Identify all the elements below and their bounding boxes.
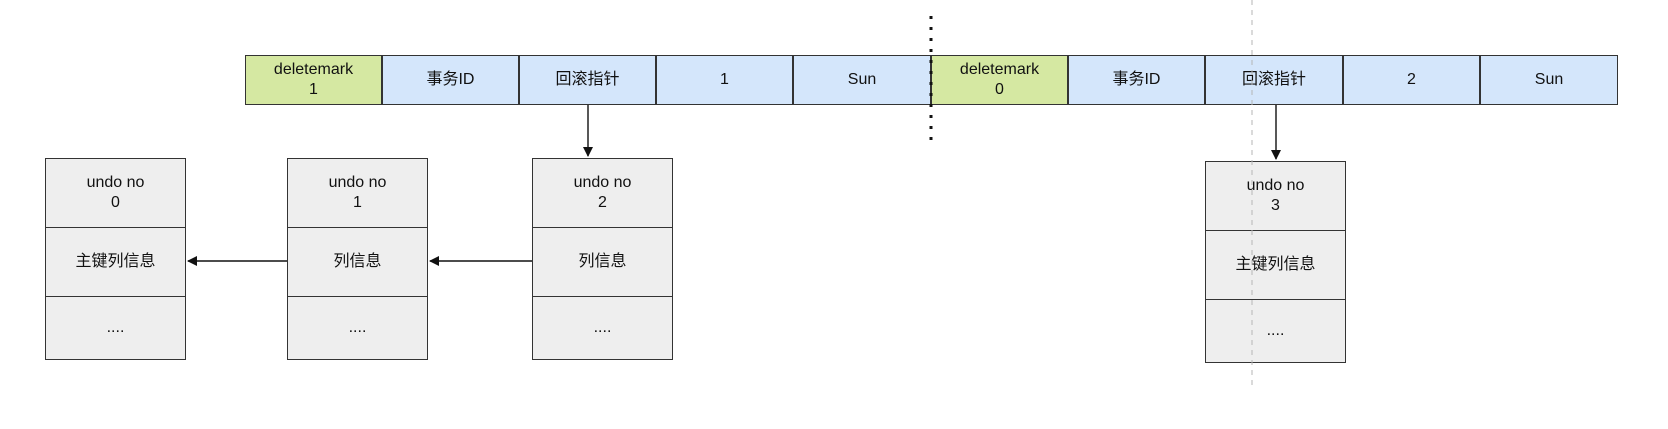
undo-info: 列信息 bbox=[288, 227, 427, 297]
undo-info: 列信息 bbox=[533, 227, 672, 297]
undo-info: 主键列信息 bbox=[1206, 230, 1345, 300]
right-name-value-cell: Sun bbox=[1480, 55, 1618, 105]
undo-log-3: undo no 3 主键列信息 .... bbox=[1205, 161, 1346, 363]
undo-more: .... bbox=[348, 318, 367, 336]
left-id-value-cell: 1 bbox=[656, 55, 793, 105]
left-name-value-cell: Sun bbox=[793, 55, 931, 105]
undo-more: .... bbox=[593, 318, 612, 336]
undo-header: undo no 3 bbox=[1206, 162, 1345, 231]
left-deletemark-cell: deletemark 1 bbox=[245, 55, 382, 105]
left-transaction-id-cell: 事务ID bbox=[382, 55, 519, 105]
undo-log-1: undo no 1 列信息 .... bbox=[287, 158, 428, 360]
right-id-value-cell: 2 bbox=[1343, 55, 1480, 105]
undo-log-0: undo no 0 主键列信息 .... bbox=[45, 158, 186, 360]
undo-more: .... bbox=[106, 318, 125, 336]
undo-info: 主键列信息 bbox=[46, 227, 185, 297]
right-rollback-pointer-cell: 回滚指针 bbox=[1205, 55, 1343, 105]
right-deletemark-cell: deletemark 0 bbox=[931, 55, 1068, 105]
undo-header: undo no 0 bbox=[46, 159, 185, 228]
undo-log-2: undo no 2 列信息 .... bbox=[532, 158, 673, 360]
right-transaction-id-cell: 事务ID bbox=[1068, 55, 1205, 105]
left-rollback-pointer-cell: 回滚指针 bbox=[519, 55, 656, 105]
undo-more: .... bbox=[1266, 321, 1285, 339]
undo-header: undo no 2 bbox=[533, 159, 672, 228]
undo-header: undo no 1 bbox=[288, 159, 427, 228]
